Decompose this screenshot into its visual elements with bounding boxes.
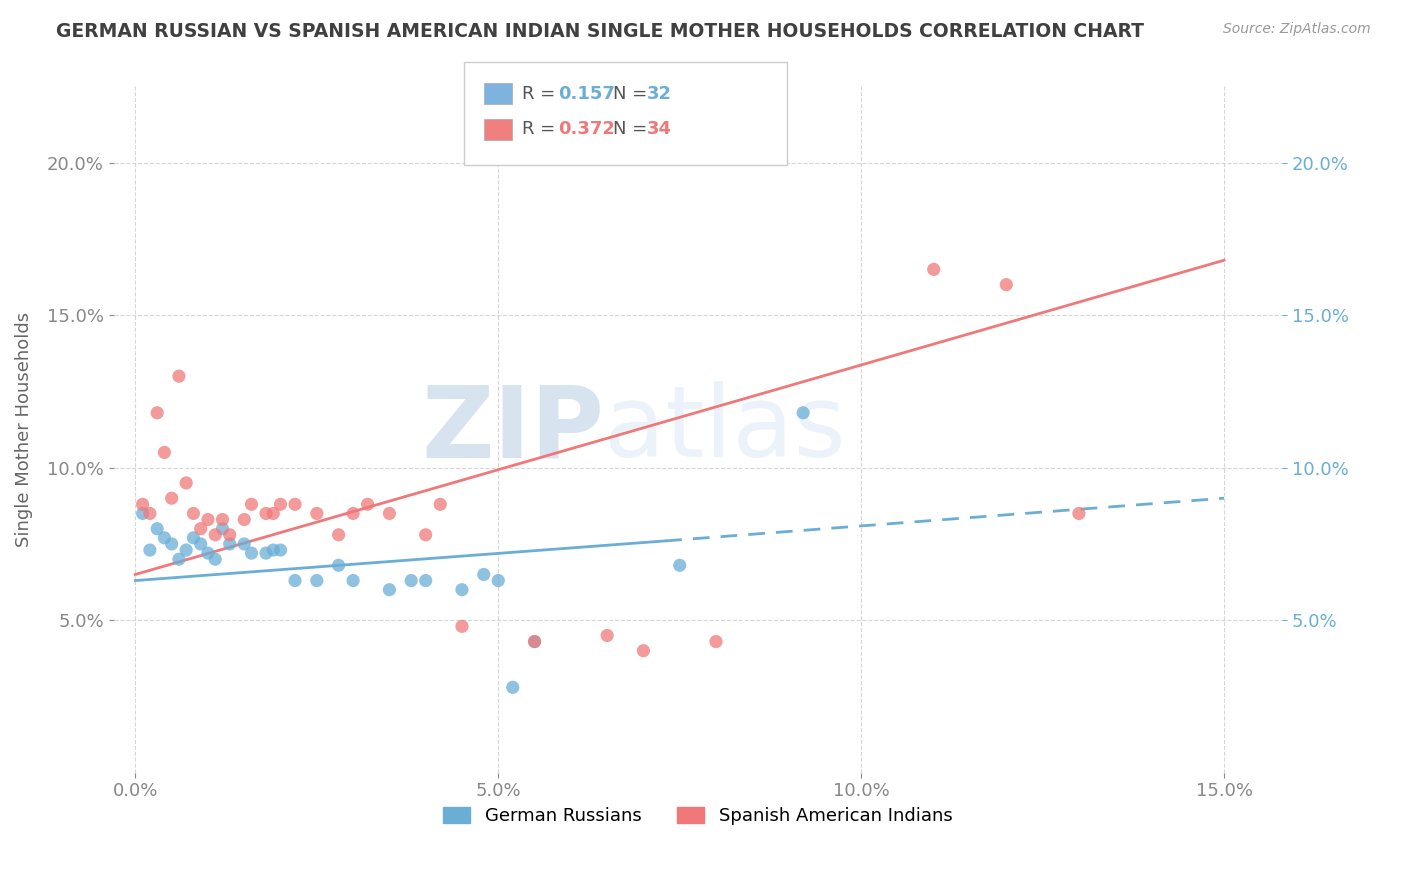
- Legend: German Russians, Spanish American Indians: German Russians, Spanish American Indian…: [436, 799, 960, 832]
- Point: [415, 528, 437, 542]
- Point: [131, 497, 153, 511]
- Point: [922, 262, 945, 277]
- Point: [131, 507, 153, 521]
- Text: R =: R =: [522, 85, 561, 103]
- Point: [240, 546, 263, 560]
- Text: ZIP: ZIP: [422, 381, 605, 478]
- Point: [174, 475, 197, 490]
- Point: [704, 634, 727, 648]
- Y-axis label: Single Mother Households: Single Mother Households: [15, 312, 32, 547]
- Point: [183, 507, 205, 521]
- Point: [197, 512, 219, 526]
- Point: [305, 574, 328, 588]
- Text: 0.372: 0.372: [558, 120, 614, 138]
- Point: [262, 507, 284, 521]
- Point: [270, 543, 292, 558]
- Point: [486, 574, 509, 588]
- Point: [197, 546, 219, 560]
- Point: [378, 507, 401, 521]
- Point: [146, 522, 169, 536]
- Point: [160, 537, 183, 551]
- Text: GERMAN RUSSIAN VS SPANISH AMERICAN INDIAN SINGLE MOTHER HOUSEHOLDS CORRELATION C: GERMAN RUSSIAN VS SPANISH AMERICAN INDIA…: [56, 22, 1144, 41]
- Text: 34: 34: [647, 120, 672, 138]
- Point: [153, 445, 176, 459]
- Point: [233, 537, 256, 551]
- Point: [270, 497, 292, 511]
- Point: [254, 546, 277, 560]
- Point: [451, 619, 474, 633]
- Point: [378, 582, 401, 597]
- Point: [523, 634, 546, 648]
- Text: R =: R =: [522, 120, 561, 138]
- Point: [596, 628, 619, 642]
- Point: [139, 543, 162, 558]
- Point: [328, 528, 350, 542]
- Point: [233, 512, 256, 526]
- Point: [342, 574, 364, 588]
- Point: [633, 644, 655, 658]
- Point: [502, 681, 524, 695]
- Point: [254, 507, 277, 521]
- Point: [429, 497, 451, 511]
- Point: [211, 522, 233, 536]
- Point: [472, 567, 495, 582]
- Point: [342, 507, 364, 521]
- Point: [305, 507, 328, 521]
- Point: [211, 512, 233, 526]
- Point: [328, 558, 350, 573]
- Text: N =: N =: [613, 85, 652, 103]
- Point: [523, 634, 546, 648]
- Point: [183, 531, 205, 545]
- Point: [204, 552, 226, 566]
- Point: [1067, 507, 1090, 521]
- Text: 32: 32: [647, 85, 672, 103]
- Point: [240, 497, 263, 511]
- Point: [218, 528, 240, 542]
- Point: [146, 406, 169, 420]
- Point: [451, 582, 474, 597]
- Point: [167, 552, 190, 566]
- Point: [218, 537, 240, 551]
- Point: [995, 277, 1018, 292]
- Point: [415, 574, 437, 588]
- Point: [284, 574, 307, 588]
- Point: [153, 531, 176, 545]
- Point: [190, 522, 212, 536]
- Point: [668, 558, 690, 573]
- Text: Source: ZipAtlas.com: Source: ZipAtlas.com: [1223, 22, 1371, 37]
- Point: [160, 491, 183, 506]
- Point: [792, 406, 814, 420]
- Point: [356, 497, 378, 511]
- Point: [167, 369, 190, 384]
- Text: N =: N =: [613, 120, 652, 138]
- Point: [284, 497, 307, 511]
- Point: [139, 507, 162, 521]
- Point: [190, 537, 212, 551]
- Point: [174, 543, 197, 558]
- Point: [262, 543, 284, 558]
- Point: [399, 574, 422, 588]
- Text: atlas: atlas: [605, 381, 846, 478]
- Text: 0.157: 0.157: [558, 85, 614, 103]
- Point: [204, 528, 226, 542]
